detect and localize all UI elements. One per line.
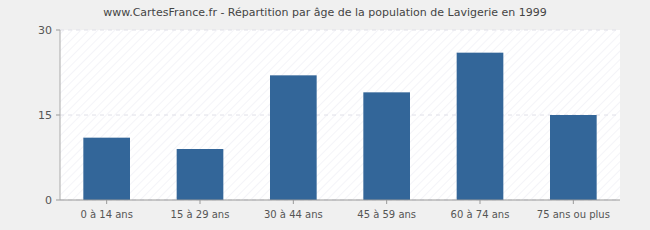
x-tick xyxy=(293,200,294,204)
x-tick xyxy=(106,200,107,204)
background xyxy=(0,0,650,230)
x-tick-label: 60 à 74 ans xyxy=(451,209,510,220)
bar xyxy=(550,115,597,200)
x-tick-label: 75 ans ou plus xyxy=(537,209,610,220)
y-tick xyxy=(56,115,60,116)
y-tick-label: 0 xyxy=(45,194,52,207)
chart: www.CartesFrance.fr - Répartition par âg… xyxy=(0,0,650,230)
bar xyxy=(363,92,410,200)
bar xyxy=(177,149,224,200)
x-tick xyxy=(573,200,574,204)
y-tick xyxy=(56,30,60,31)
x-tick-label: 30 à 44 ans xyxy=(264,209,323,220)
x-axis xyxy=(60,200,620,201)
x-tick xyxy=(480,200,481,204)
y-axis xyxy=(60,30,61,200)
y-tick-label: 30 xyxy=(38,24,52,37)
y-tick-label: 15 xyxy=(38,109,52,122)
grid-line xyxy=(60,30,620,31)
grid-line xyxy=(60,115,620,116)
bar xyxy=(457,53,504,200)
x-tick-label: 0 à 14 ans xyxy=(80,209,132,220)
bar xyxy=(83,138,130,200)
x-tick xyxy=(200,200,201,204)
title: www.CartesFrance.fr - Répartition par âg… xyxy=(103,6,547,19)
bars xyxy=(83,53,596,200)
x-tick-label: 15 à 29 ans xyxy=(171,209,230,220)
chart-container: www.CartesFrance.fr - Répartition par âg… xyxy=(0,0,650,230)
y-tick xyxy=(56,200,60,201)
grid-line xyxy=(60,200,620,201)
x-tick-label: 45 à 59 ans xyxy=(357,209,416,220)
x-tick xyxy=(386,200,387,204)
plot-area xyxy=(60,30,620,200)
bar xyxy=(270,75,317,200)
